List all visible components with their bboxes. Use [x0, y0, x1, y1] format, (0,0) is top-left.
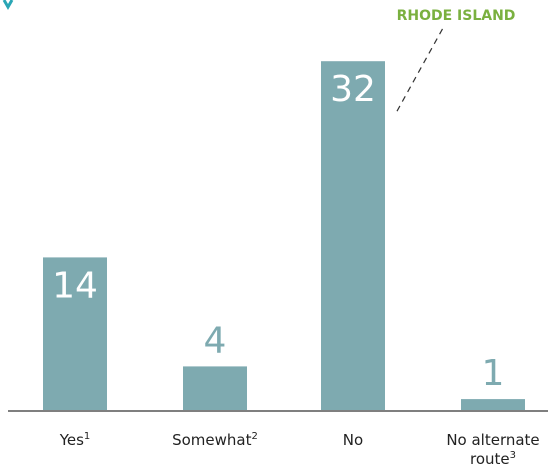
bar-no-alternate-route: [461, 399, 525, 410]
bar-no: [321, 61, 385, 410]
bar-somewhat: [183, 366, 247, 410]
bar-yes: [43, 257, 107, 410]
value-label-yes: 14: [52, 265, 98, 306]
category-label-yes: Yes1: [59, 431, 91, 449]
value-label-no-alternate-route: 1: [482, 353, 505, 394]
value-labels-layer: 14 4 32 1: [52, 69, 504, 394]
annotation-label: RHODE ISLAND: [397, 8, 516, 24]
category-label-no-alternate-route: No alternate route3: [446, 431, 539, 468]
decorative-top-mark: [2, 0, 14, 11]
value-label-somewhat: 4: [204, 320, 227, 361]
bars-layer: [43, 61, 525, 410]
value-label-no: 32: [330, 69, 376, 110]
category-label-somewhat: Somewhat2: [172, 431, 258, 449]
category-label-no: No: [343, 431, 363, 449]
category-labels-layer: Yes1 Somewhat2 No No alternate route3: [59, 431, 540, 468]
annotation-leader-line: [396, 27, 444, 112]
